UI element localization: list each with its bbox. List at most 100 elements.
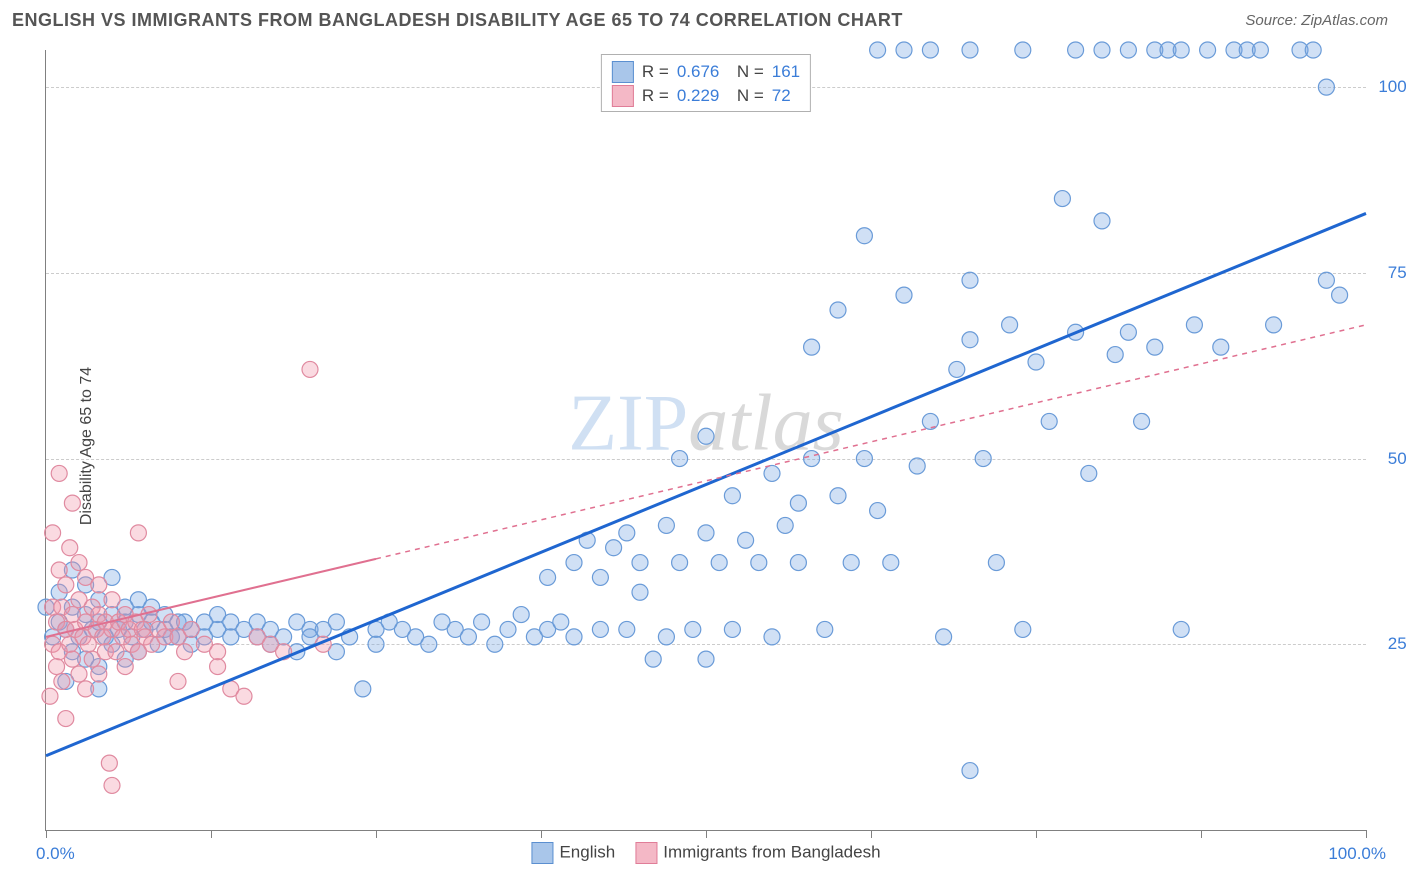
data-point [540, 569, 556, 585]
data-point [830, 302, 846, 318]
data-point [302, 361, 318, 377]
data-point [236, 688, 252, 704]
plot-area: ZIPatlas R = 0.676 N = 161 R = 0.229 N =… [45, 50, 1366, 831]
x-axis-min-label: 0.0% [36, 844, 75, 864]
data-point [658, 629, 674, 645]
data-point [566, 629, 582, 645]
data-point [856, 451, 872, 467]
data-point [592, 569, 608, 585]
data-point [163, 614, 179, 630]
x-tick [1036, 830, 1037, 838]
x-tick [706, 830, 707, 838]
chart-header: ENGLISH VS IMMIGRANTS FROM BANGLADESH DI… [0, 0, 1406, 40]
data-point [830, 488, 846, 504]
data-point [1332, 287, 1348, 303]
data-point [790, 495, 806, 511]
data-point [71, 555, 87, 571]
data-point [962, 272, 978, 288]
legend-swatch-bangladesh-2 [635, 842, 657, 864]
data-point [54, 673, 70, 689]
data-point [804, 451, 820, 467]
data-point [777, 517, 793, 533]
data-point [1041, 413, 1057, 429]
data-point [104, 777, 120, 793]
series-legend: English Immigrants from Bangladesh [531, 842, 880, 864]
data-point [936, 629, 952, 645]
data-point [421, 636, 437, 652]
data-point [1266, 317, 1282, 333]
data-point [62, 540, 78, 556]
data-point [49, 659, 65, 675]
x-tick [1201, 830, 1202, 838]
data-point [883, 555, 899, 571]
n-value-english: 161 [772, 62, 800, 82]
data-point [645, 651, 661, 667]
data-point [619, 621, 635, 637]
data-point [896, 287, 912, 303]
data-point [711, 555, 727, 571]
r-value-bangladesh: 0.229 [677, 86, 720, 106]
data-point [177, 644, 193, 660]
data-point [78, 681, 94, 697]
x-tick [211, 830, 212, 838]
data-point [632, 555, 648, 571]
source-prefix: Source: [1245, 12, 1301, 29]
data-point [698, 428, 714, 444]
data-point [104, 592, 120, 608]
data-point [975, 451, 991, 467]
data-point [1186, 317, 1202, 333]
legend-item-bangladesh: Immigrants from Bangladesh [635, 842, 880, 864]
data-point [764, 629, 780, 645]
data-point [1318, 79, 1334, 95]
data-point [724, 488, 740, 504]
data-point [45, 525, 61, 541]
data-point [672, 555, 688, 571]
data-point [210, 644, 226, 660]
data-point [117, 659, 133, 675]
data-point [909, 458, 925, 474]
data-point [790, 555, 806, 571]
data-point [962, 42, 978, 58]
data-point [51, 465, 67, 481]
data-point [1015, 621, 1031, 637]
data-point [1252, 42, 1268, 58]
data-point [606, 540, 622, 556]
data-point [513, 607, 529, 623]
x-axis-max-label: 100.0% [1328, 844, 1386, 864]
data-point [487, 636, 503, 652]
data-point [71, 666, 87, 682]
source-name: ZipAtlas.com [1301, 12, 1388, 29]
data-point [804, 339, 820, 355]
data-point [58, 577, 74, 593]
data-point [1318, 272, 1334, 288]
data-point [922, 413, 938, 429]
data-point [1002, 317, 1018, 333]
legend-row-bangladesh: R = 0.229 N = 72 [612, 85, 800, 107]
data-point [1213, 339, 1229, 355]
legend-row-english: R = 0.676 N = 161 [612, 61, 800, 83]
data-point [51, 562, 67, 578]
data-point [856, 228, 872, 244]
data-point [101, 755, 117, 771]
data-point [1015, 42, 1031, 58]
data-point [896, 42, 912, 58]
data-point [500, 621, 516, 637]
x-tick [871, 830, 872, 838]
data-point [632, 584, 648, 600]
data-point [751, 555, 767, 571]
x-tick [1366, 830, 1367, 838]
data-point [870, 42, 886, 58]
data-point [80, 636, 96, 652]
legend-swatch-bangladesh [612, 85, 634, 107]
data-point [328, 614, 344, 630]
data-point [355, 681, 371, 697]
data-point [130, 525, 146, 541]
data-point [764, 465, 780, 481]
x-tick [46, 830, 47, 838]
data-point [1200, 42, 1216, 58]
data-point [1068, 42, 1084, 58]
x-tick [541, 830, 542, 838]
data-point [843, 555, 859, 571]
data-point [1173, 621, 1189, 637]
data-point [922, 42, 938, 58]
